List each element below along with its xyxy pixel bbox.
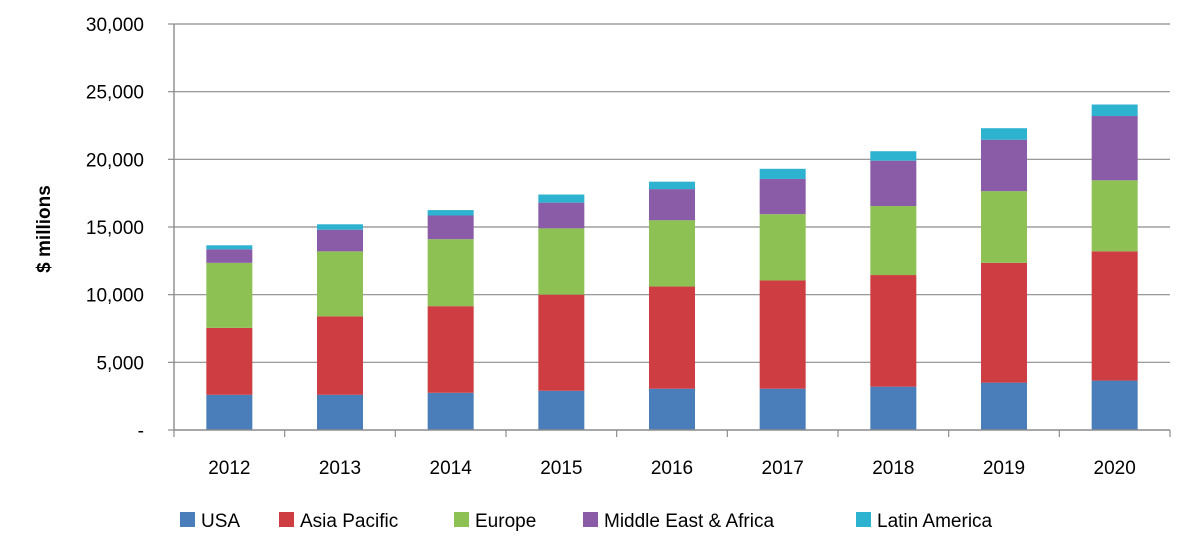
legend-label: Asia Pacific [300,511,398,532]
y-tick-label: 5,000 [96,353,144,374]
bar-segment [870,206,917,276]
bar-segment [538,390,585,430]
bar-segment [317,224,363,230]
legend-item: Middle East & Africa [583,511,774,532]
legend-swatch [856,512,871,527]
bar-segment [538,202,585,229]
bars [206,104,1138,430]
legend-swatch [279,512,294,527]
y-tick-label: - [138,421,144,442]
bar-segment [206,249,253,263]
bar-segment [759,178,806,215]
y-tick-labels: - 5,000 10,000 15,000 20,000 25,000 30,000 [86,15,144,442]
bar-segment [206,245,253,250]
x-tick-labels: 2012 2013 2014 2015 2016 2017 2018 2019 2020 [208,458,1136,479]
bar-segment [649,286,695,389]
bar-segment [427,210,474,216]
legend: USA Asia Pacific Europe Middle East & Afric… [180,511,993,532]
bar-segment [649,181,695,190]
x-tick-label: 2014 [430,458,473,479]
bar-segment [1091,180,1138,252]
bar-segment [1091,380,1138,430]
bar-segment [649,220,695,287]
legend-label: Europe [475,511,536,532]
y-tick-label: 20,000 [86,150,144,171]
y-tick-label: 10,000 [86,286,144,307]
bar-segment [317,251,363,317]
bar-segment [981,262,1027,383]
x-tick-label: 2015 [540,458,582,479]
bar-segment [317,316,363,395]
bar-segment [1091,251,1138,381]
legend-swatch [180,512,195,527]
legend-item: Latin America [856,511,993,532]
bar-segment [1091,104,1138,117]
x-tick-label: 2013 [319,458,361,479]
bar-segment [649,388,695,430]
x-tick-label: 2017 [762,458,804,479]
legend-label: Middle East & Africa [604,511,774,532]
bar-segment [206,262,253,328]
bar-segment [427,392,474,430]
bar-segment [1091,116,1138,181]
bar-segment [981,191,1027,263]
x-tick-label: 2012 [208,458,250,479]
x-tick-label: 2020 [1094,458,1136,479]
bar-segment [427,215,474,240]
bar-segment [649,189,695,221]
x-tick-label: 2018 [872,458,914,479]
bar-segment [759,388,806,430]
axes [168,23,1171,437]
bar-segment [759,168,806,179]
bar-segment [870,160,917,207]
legend-item: Europe [454,511,536,532]
legend-label: Latin America [877,511,993,532]
bar-segment [538,228,585,295]
bar-segment [317,394,363,430]
y-axis-title: $ millions [34,185,55,273]
legend-swatch [454,512,469,527]
y-tick-label: 30,000 [86,15,144,36]
bar-segment [870,151,917,161]
y-tick-label: 25,000 [86,83,144,104]
bar-segment [981,128,1027,140]
bar-segment [538,294,585,391]
bar-segment [427,306,474,393]
bar-segment [981,382,1027,430]
legend-label: USA [201,511,240,532]
legend-item: USA [180,511,240,532]
legend-item: Asia Pacific [279,511,398,532]
bar-segment [759,280,806,389]
x-tick-label: 2019 [983,458,1025,479]
y-tick-label: 15,000 [86,218,144,239]
x-tick-label: 2016 [651,458,693,479]
bar-segment [206,327,253,395]
bar-segment [317,229,363,252]
bar-segment [538,194,585,203]
bar-segment [759,214,806,281]
bar-segment [870,386,917,430]
bar-segment [427,239,474,307]
bar-segment [206,394,253,430]
bar-segment [981,139,1027,192]
bar-segment [870,275,917,387]
legend-swatch [583,512,598,527]
